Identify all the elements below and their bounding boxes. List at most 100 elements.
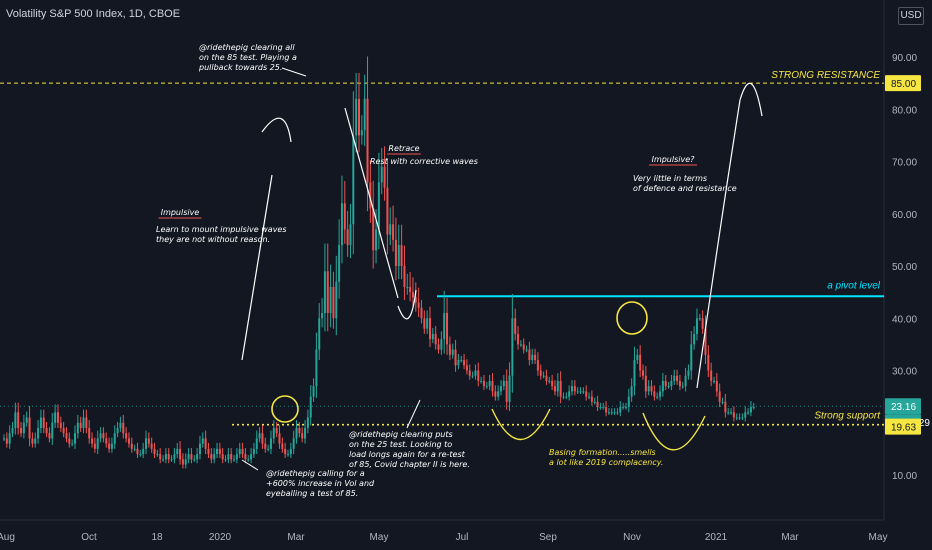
candle	[377, 182, 380, 230]
candle	[241, 448, 244, 455]
currency-badge[interactable]: USD	[898, 7, 924, 25]
candle	[559, 380, 562, 397]
candle	[642, 370, 644, 376]
candle	[630, 386, 633, 397]
annotation-text: +600% increase in Vol and	[266, 479, 375, 488]
annotation-text: @ridethepig clearing puts	[349, 430, 453, 439]
support-label: Strong support	[814, 411, 881, 422]
candle	[607, 412, 610, 414]
x-tick-label: 18	[151, 532, 163, 543]
candle	[519, 344, 522, 346]
candle	[431, 333, 434, 340]
annotation-text: a lot like 2019 complacency.	[549, 458, 663, 467]
candle	[576, 391, 579, 393]
candle	[227, 454, 230, 460]
candle	[485, 386, 488, 388]
candle	[332, 286, 335, 319]
candle	[127, 438, 130, 444]
candle	[423, 318, 426, 329]
candle	[482, 380, 485, 387]
annotation-text: load longs again for a re-test	[349, 450, 466, 459]
x-tick-label: Oct	[81, 532, 97, 543]
candle	[738, 417, 741, 419]
candle	[247, 459, 250, 461]
candle	[633, 360, 636, 387]
candle	[434, 333, 437, 345]
candle	[644, 375, 647, 392]
candle	[304, 427, 307, 439]
candle	[730, 412, 733, 414]
candle	[133, 448, 136, 450]
wave-arrow	[261, 117, 292, 143]
y-tick-label: 90.00	[892, 53, 917, 64]
candle	[676, 375, 679, 381]
candle	[93, 443, 96, 449]
annotation-text: on the 25 test. Looking to	[349, 440, 452, 449]
candle	[514, 318, 517, 334]
support-price-tag-bg	[885, 418, 921, 435]
candle	[534, 354, 537, 361]
candle	[45, 427, 48, 434]
annotation-text: Impulsive	[161, 208, 200, 217]
chart-title: Volatility S&P 500 Index, 1D, CBOE	[6, 8, 181, 20]
candle	[238, 448, 241, 455]
candle	[31, 438, 34, 444]
annotation-text: Very little in terms	[633, 174, 707, 183]
candle	[315, 349, 318, 387]
candle	[718, 391, 721, 402]
candle	[639, 354, 642, 371]
candle	[34, 438, 37, 444]
annotation-text: they are not without reason.	[156, 235, 270, 244]
candle	[366, 98, 369, 183]
candle	[51, 422, 54, 439]
candle	[250, 454, 253, 460]
candle	[167, 454, 170, 460]
annotation-text: Basing formation.....smells	[549, 448, 656, 457]
y-tick-label: 70.00	[892, 158, 917, 169]
candle	[562, 396, 565, 398]
candle	[358, 98, 360, 136]
candle	[659, 391, 662, 397]
candle	[678, 380, 681, 387]
candle	[460, 360, 463, 362]
annotation-text: of 85, Covid chapter II is here.	[349, 460, 470, 469]
candle	[508, 375, 511, 402]
candle	[704, 328, 707, 355]
candle	[392, 224, 395, 240]
callout-line	[406, 399, 421, 429]
annotation-text: Learn to mount impulsive waves	[156, 225, 287, 234]
annotation-text: on the 85 test. Playing a	[199, 53, 297, 62]
candle	[48, 433, 51, 439]
candle	[715, 380, 718, 392]
candle	[187, 454, 190, 460]
candle	[105, 438, 108, 444]
candle	[531, 354, 534, 361]
candle	[588, 396, 591, 398]
candle	[724, 401, 727, 413]
candle	[440, 339, 443, 350]
x-tick-label: Sep	[539, 532, 557, 543]
candle	[88, 427, 91, 439]
candle	[213, 454, 216, 460]
candle	[17, 412, 20, 428]
candle	[145, 438, 147, 449]
candle	[571, 386, 573, 392]
candle	[690, 344, 693, 371]
highlight-circle	[616, 301, 648, 335]
candle	[383, 166, 386, 188]
candle	[542, 375, 545, 377]
candle	[244, 454, 247, 460]
candle	[429, 318, 431, 340]
candle	[164, 454, 167, 460]
candle	[122, 422, 125, 434]
candle	[323, 271, 326, 314]
candle	[585, 391, 588, 397]
candle	[448, 344, 451, 355]
candle	[687, 370, 690, 376]
candle	[343, 203, 346, 230]
candle	[613, 412, 616, 414]
candle	[91, 438, 94, 444]
candle	[670, 380, 673, 387]
candle	[457, 360, 460, 366]
